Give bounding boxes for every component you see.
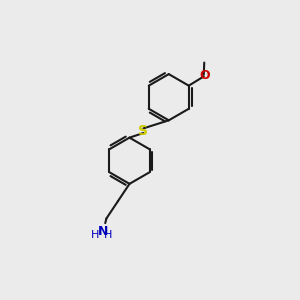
Text: S: S [138,124,148,138]
Text: O: O [200,70,210,83]
Text: H: H [92,230,100,240]
Text: N: N [98,225,108,238]
Text: H: H [104,230,112,240]
